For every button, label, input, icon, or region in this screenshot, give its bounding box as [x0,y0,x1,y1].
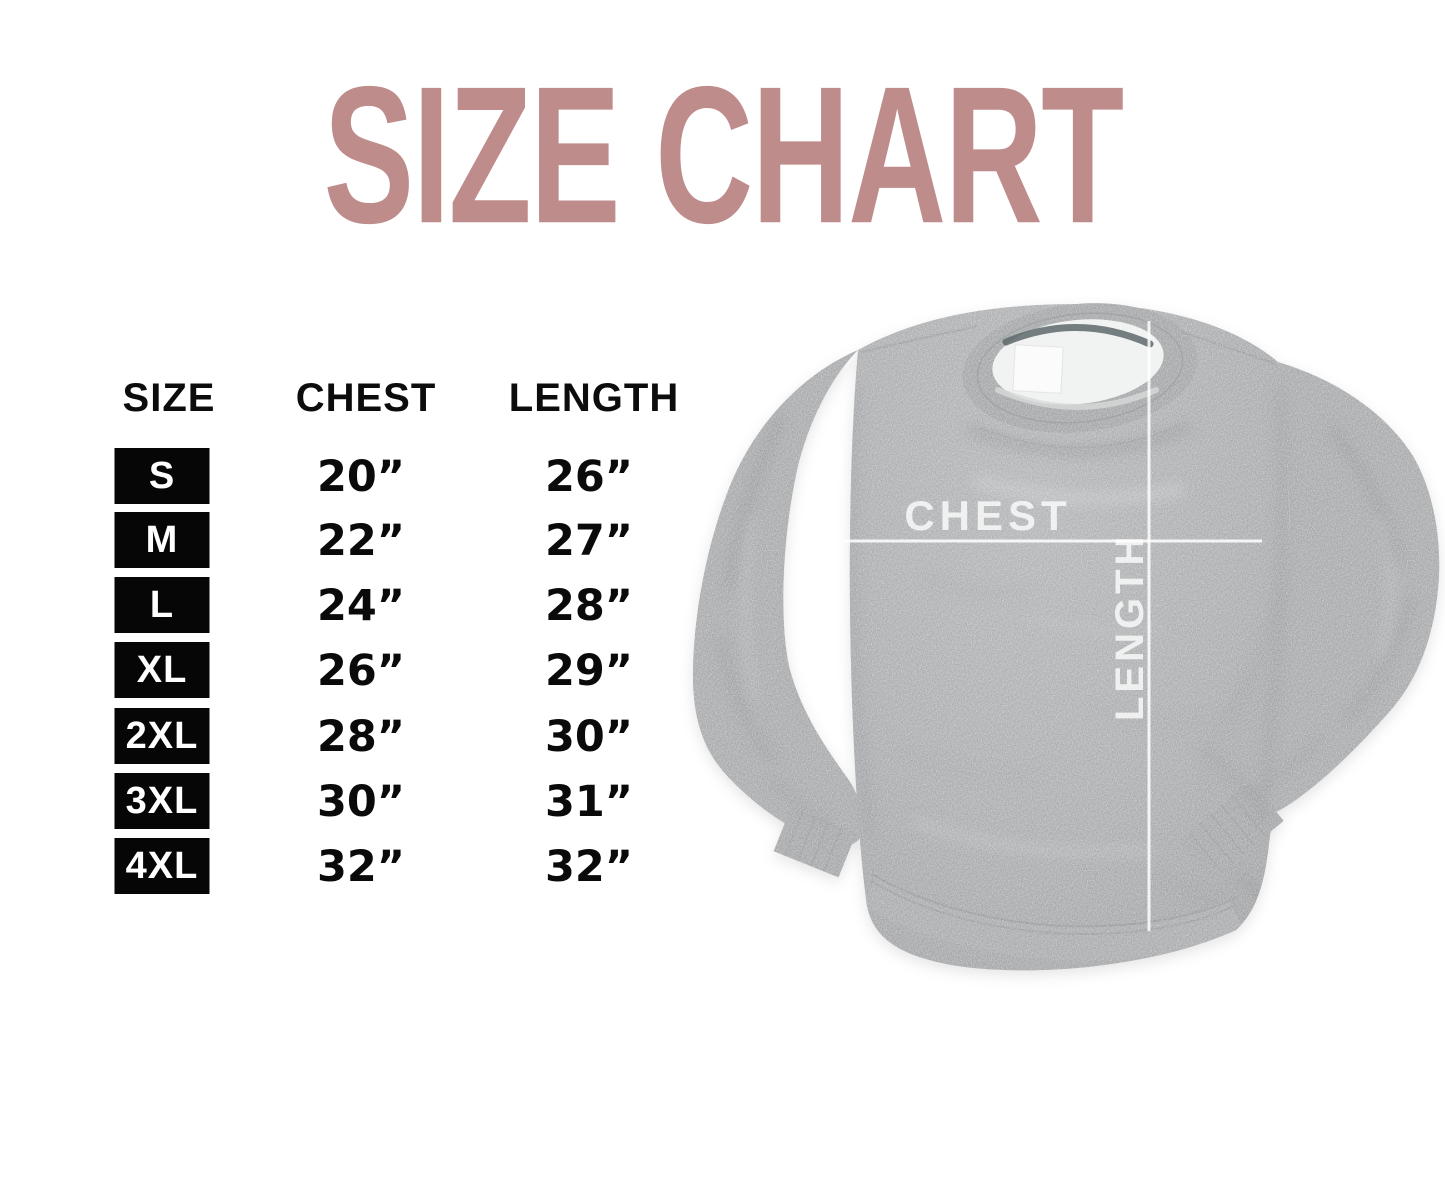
size-badge: 4XL [114,838,210,894]
size-badge: 3XL [114,773,210,829]
page-title-text: SIZE CHART [323,45,1124,264]
garment-length-label: LENGTH [1108,533,1152,721]
column-header-chest: CHEST [295,376,437,420]
table-row: 2XL 28” 30” [0,708,720,764]
garment-chest-label: CHEST [904,492,1071,539]
length-value: 31” [544,777,634,827]
chest-value: 32” [316,842,406,892]
table-row: M 22” 27” [0,512,720,568]
size-badge: S [114,448,210,504]
sweatshirt-photo: CHEST LENGTH [692,292,1440,971]
length-value: 28” [544,581,634,631]
table-row: L 24” 28” [0,577,720,633]
neck-tag [1012,344,1064,394]
chest-value: 30” [316,777,406,827]
chest-value: 24” [316,581,406,631]
chest-value: 20” [316,452,406,502]
chest-value: 22” [316,516,406,566]
size-badge: 2XL [114,708,210,764]
length-value: 30” [544,712,634,762]
measurement-overlay: CHEST LENGTH [843,321,1262,931]
column-header-size: SIZE [122,376,216,420]
chest-value: 28” [316,712,406,762]
chest-value: 26” [316,646,406,696]
length-value: 26” [544,452,634,502]
table-row: S 20” 26” [0,448,720,504]
table-row: XL 26” 29” [0,642,720,698]
length-value: 32” [544,842,634,892]
length-value: 29” [544,646,634,696]
column-header-length: LENGTH [508,376,680,420]
table-row: 4XL 32” 32” [0,838,720,894]
collar-interior [976,312,1184,424]
size-badge: L [114,577,210,633]
table-row: 3XL 30” 31” [0,773,720,829]
size-badge: M [114,512,210,568]
size-badge: XL [114,642,210,698]
page-title: SIZE CHART [0,38,1445,263]
length-value: 27” [544,516,634,566]
